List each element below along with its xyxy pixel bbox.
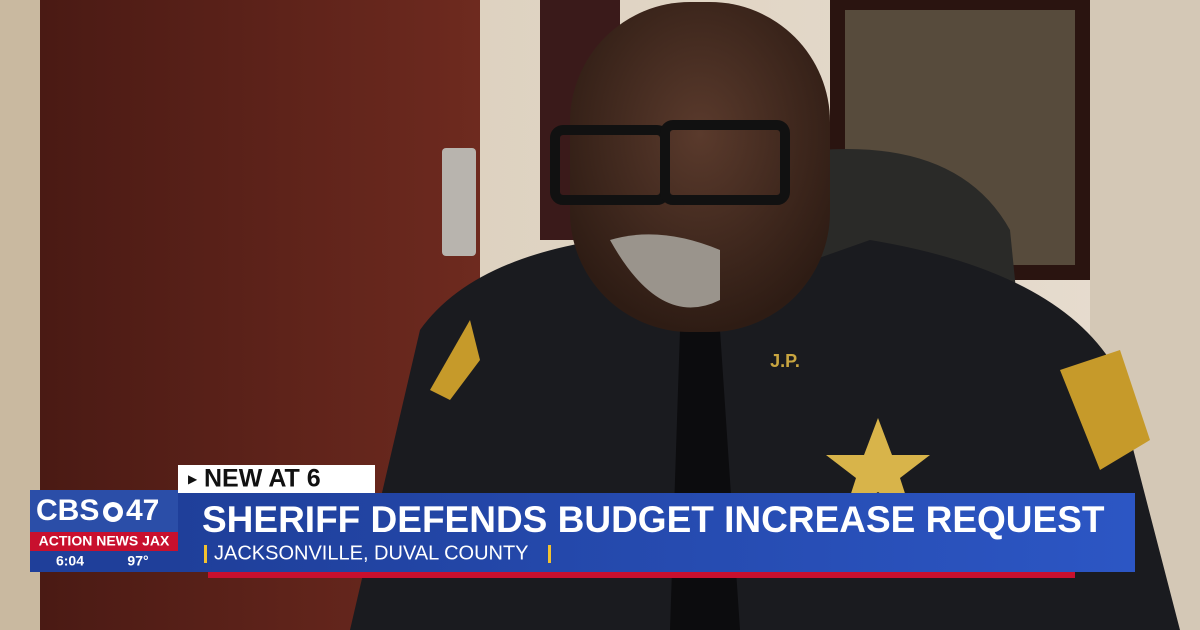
tag-text: NEW AT 6 <box>204 465 321 493</box>
divider <box>204 545 207 563</box>
tag-box <box>178 465 375 494</box>
collar-pin: J.P. <box>770 351 800 371</box>
logo-channel: 47 <box>126 494 159 527</box>
red-rule <box>208 572 1075 578</box>
headline-bar <box>178 493 1135 572</box>
cbs-pupil <box>108 507 118 517</box>
brand-band <box>30 532 178 551</box>
shoulder-patch <box>430 320 480 400</box>
door-handle <box>442 148 476 256</box>
divider <box>548 545 551 563</box>
time: 6:04 <box>56 553 84 569</box>
temperature: 97° <box>127 553 148 569</box>
beard <box>610 234 720 308</box>
logo-brand: ACTION NEWS JAX <box>39 533 170 549</box>
tag-arrow: ▶ <box>188 472 198 486</box>
logo-network: CBS <box>36 494 99 527</box>
badge-star <box>826 418 930 515</box>
location: JACKSONVILLE, DUVAL COUNTY <box>214 542 529 564</box>
glasses-right <box>660 120 790 205</box>
info-band <box>30 551 178 572</box>
headline: SHERIFF DEFENDS BUDGET INCREASE REQUEST <box>202 499 1105 540</box>
shoulder-patch <box>1060 350 1150 470</box>
